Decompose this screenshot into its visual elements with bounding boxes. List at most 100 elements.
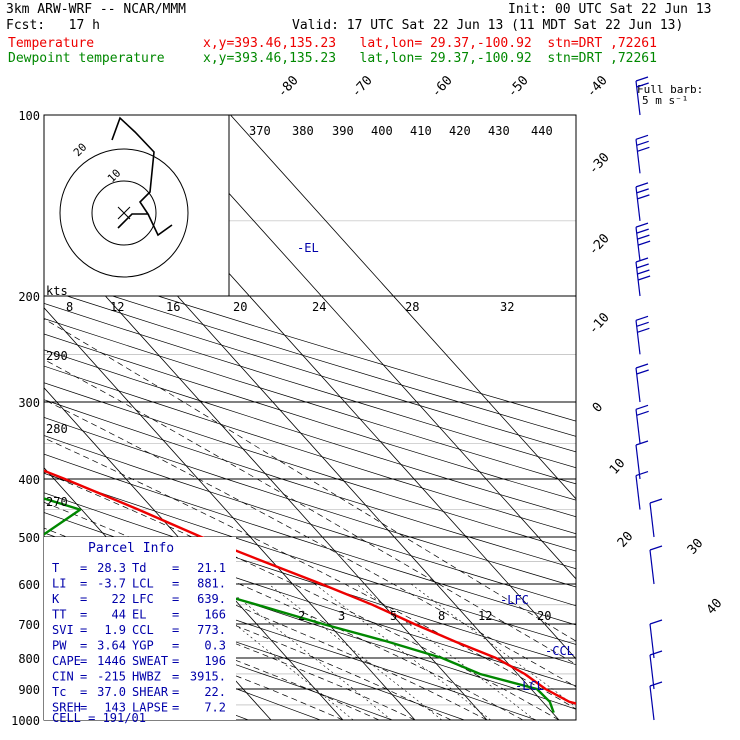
wind-barb bbox=[635, 76, 649, 116]
dry-adiabat bbox=[44, 492, 576, 666]
wind-barb-flag bbox=[636, 369, 649, 375]
pressure-label: 300 bbox=[18, 396, 40, 410]
wind-barb bbox=[635, 440, 649, 480]
parcel-value: 3.64 bbox=[97, 639, 126, 653]
isotherm-label: -70 bbox=[349, 73, 376, 100]
parcel-info-panel bbox=[44, 537, 236, 720]
mixing-ratio-label: 5 bbox=[390, 609, 397, 623]
wind-barb-flag bbox=[637, 234, 650, 240]
wind-barb-flag bbox=[637, 240, 651, 246]
theta-label: 420 bbox=[449, 124, 471, 138]
theta-label: 440 bbox=[531, 124, 553, 138]
wind-barb-flag bbox=[635, 76, 649, 82]
dry-adiabat bbox=[44, 302, 576, 469]
mixing-ratio-line bbox=[410, 583, 576, 708]
parcel-key: Td bbox=[132, 561, 146, 575]
mixing-ratio-label: 12 bbox=[478, 609, 492, 623]
parcel-value: 22. bbox=[204, 685, 226, 699]
isotherm-label: -60 bbox=[429, 73, 456, 100]
isotherm-line bbox=[44, 307, 416, 720]
dry-adiabat bbox=[44, 259, 576, 422]
parcel-eq: = bbox=[172, 670, 179, 684]
isotherm-line bbox=[44, 227, 488, 720]
parcel-eq: = bbox=[80, 561, 87, 575]
wind-barb-flag bbox=[637, 269, 650, 275]
parcel-value: 166 bbox=[204, 608, 226, 622]
parcel-eq: = bbox=[80, 701, 87, 715]
barb-key-units: 5 m s⁻¹ bbox=[642, 94, 688, 107]
moist-adiabat bbox=[44, 472, 560, 720]
valid-time: Valid: 17 UTC Sat 22 Jun 13 (11 MDT Sat … bbox=[292, 18, 684, 33]
parcel-key: PW bbox=[52, 639, 67, 653]
theta-label: 390 bbox=[332, 124, 354, 138]
wind-barb-flag bbox=[635, 471, 649, 477]
parcel-eq: = bbox=[80, 670, 87, 684]
isotherm-label: 0 bbox=[590, 400, 606, 416]
theta-label: 430 bbox=[488, 124, 510, 138]
parcel-key: LCL bbox=[132, 577, 154, 591]
dry-adiabat bbox=[44, 435, 576, 607]
parcel-key: LFC bbox=[132, 592, 154, 606]
pressure-label: 200 bbox=[18, 290, 40, 304]
parcel-key: LI bbox=[52, 577, 66, 591]
wind-barb-staff bbox=[649, 685, 655, 721]
parcel-value: 881. bbox=[197, 577, 226, 591]
moist-adiabat bbox=[44, 587, 380, 720]
parcel-value: 196 bbox=[204, 654, 226, 668]
hodograph-trace bbox=[111, 116, 173, 237]
parcel-eq: = bbox=[80, 608, 87, 622]
parcel-eq: = bbox=[80, 685, 87, 699]
dry-adiabat bbox=[44, 597, 420, 720]
wind-barb-flag bbox=[637, 194, 650, 200]
parcel-value: 44 bbox=[112, 608, 126, 622]
parcel-eq: = bbox=[172, 561, 179, 575]
parcel-eq: = bbox=[172, 623, 179, 637]
wind-barb-staff bbox=[649, 549, 655, 585]
wind-barb-flag bbox=[636, 188, 649, 194]
mixing-ratio-line bbox=[314, 583, 491, 720]
parcel-value: 37.0 bbox=[97, 685, 126, 699]
mixing-ratio-line bbox=[268, 583, 442, 720]
parcel-eq: = bbox=[172, 639, 179, 653]
theta-label: 370 bbox=[249, 124, 271, 138]
wind-barb-flag bbox=[635, 315, 649, 321]
wind-barb-flag bbox=[649, 681, 663, 687]
theta-label: 270 bbox=[46, 495, 68, 509]
wind-barb-staff bbox=[635, 475, 641, 510]
parcel-key: CIN bbox=[52, 670, 74, 684]
wind-barb-flag bbox=[636, 263, 649, 269]
parcel-key: YGP bbox=[132, 639, 154, 653]
parcel-info-title: Parcel Info bbox=[88, 541, 174, 556]
pressure-label: 600 bbox=[18, 578, 40, 592]
plot-frame bbox=[43, 114, 577, 721]
mixing-ratio-label: 12 bbox=[110, 300, 124, 314]
parcel-key: EL bbox=[132, 608, 146, 622]
wind-barb bbox=[635, 222, 651, 262]
wind-barb-flag bbox=[637, 146, 650, 152]
parcel-value: 773. bbox=[197, 623, 226, 637]
wind-barb bbox=[635, 134, 650, 174]
level-annotation: -CCL bbox=[545, 644, 574, 658]
mixing-ratio-line bbox=[184, 583, 354, 720]
mixing-ratio-label: 20 bbox=[233, 300, 247, 314]
parcel-eq: = bbox=[172, 654, 179, 668]
hodograph-ring bbox=[59, 148, 189, 278]
parcel-key: SREH bbox=[52, 701, 81, 715]
parcel-value: 22 bbox=[112, 592, 126, 606]
wind-barb-flag bbox=[636, 321, 649, 327]
pressure-label: 500 bbox=[18, 531, 40, 545]
parcel-key: SVI bbox=[52, 623, 74, 637]
dewpoint-trace bbox=[44, 497, 555, 714]
isotherm-label: -50 bbox=[505, 73, 532, 100]
barb-key-label: Full barb: bbox=[637, 83, 703, 96]
wind-barb-flag bbox=[649, 619, 663, 625]
wind-barb-flag bbox=[635, 404, 649, 410]
legend-dewpoint-info: x,y=393.46,135.23 lat,lon= 29.37,-100.92… bbox=[203, 51, 657, 66]
wind-barb bbox=[649, 545, 663, 585]
parcel-key: T bbox=[52, 561, 59, 575]
legend-dewpoint: Dewpoint temperature bbox=[8, 51, 165, 66]
parcel-value: 1446 bbox=[97, 654, 126, 668]
wind-barb-flag bbox=[635, 222, 649, 228]
isotherm-label: -10 bbox=[586, 310, 613, 337]
mixing-ratio-label: 28 bbox=[405, 300, 419, 314]
